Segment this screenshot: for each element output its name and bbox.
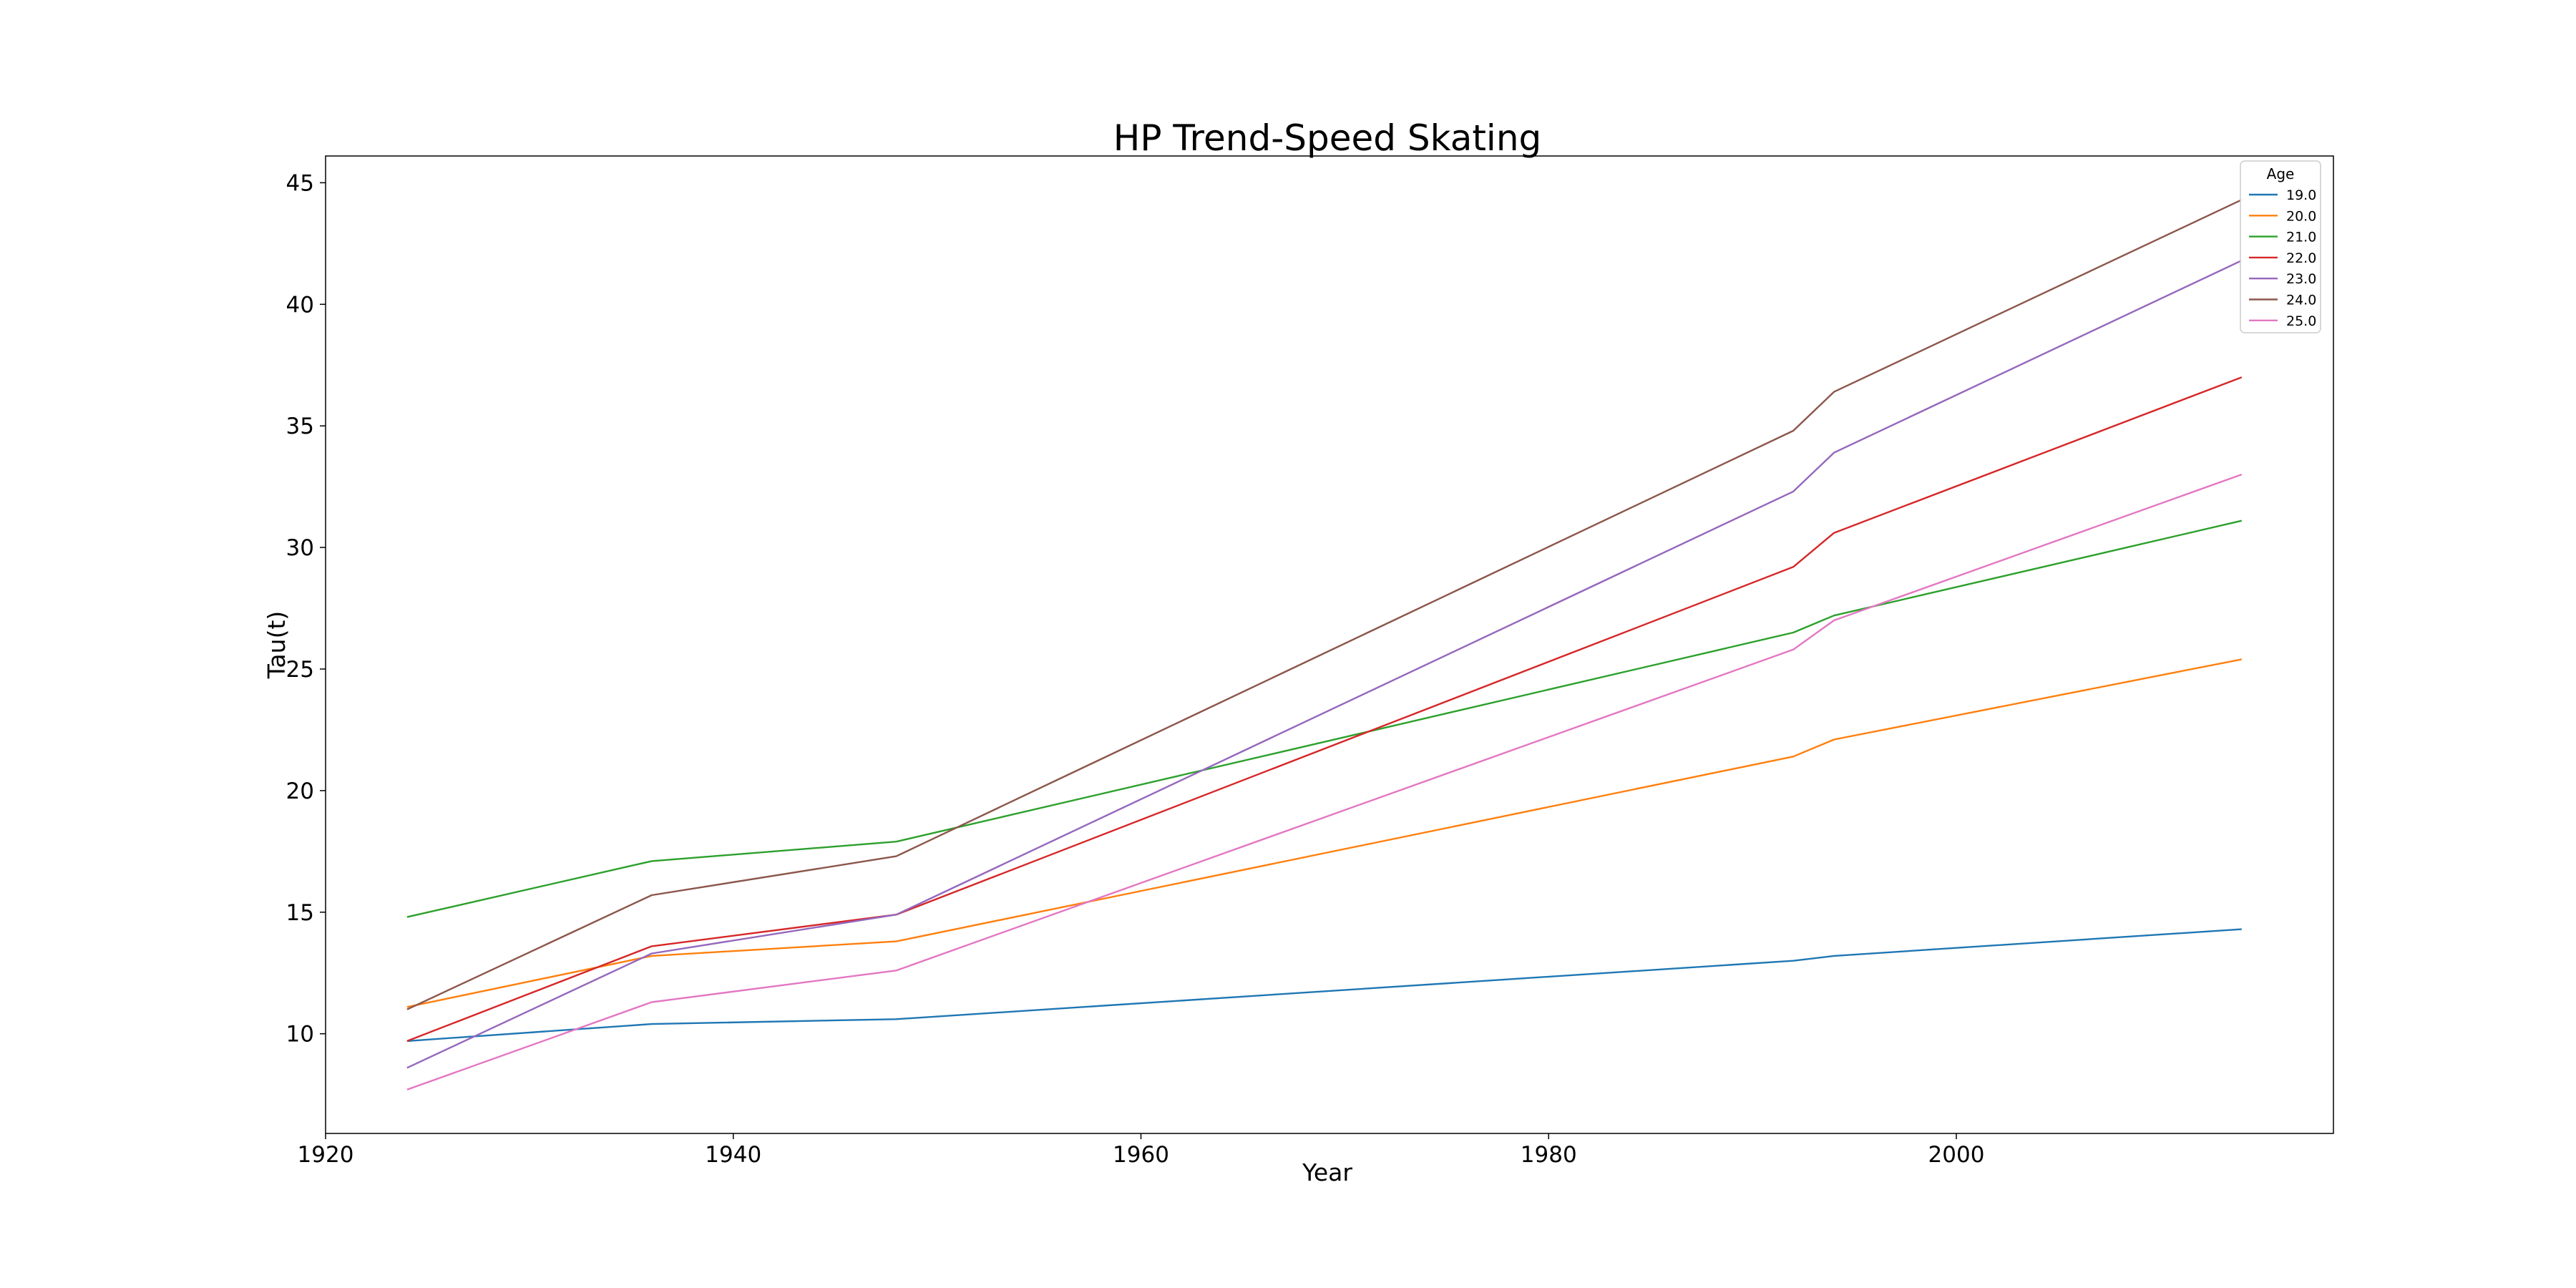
series-line-24-0 bbox=[406, 199, 2243, 1010]
legend-label: 20.0 bbox=[2286, 208, 2316, 224]
legend: Age 19.0 20.0 21.0 22.0 23.0 24.0 25.0 bbox=[2240, 160, 2321, 333]
x-axis-title: Year bbox=[1302, 1158, 1352, 1186]
series-line-25-0 bbox=[406, 473, 2243, 1091]
y-tick-label: 40 bbox=[286, 292, 314, 318]
series-line-23-0 bbox=[406, 260, 2243, 1069]
legend-label: 24.0 bbox=[2286, 293, 2316, 308]
legend-label: 21.0 bbox=[2286, 230, 2316, 245]
x-tick-label: 1960 bbox=[1113, 1142, 1169, 1168]
series-line-22-0 bbox=[406, 376, 2243, 1043]
legend-label: 23.0 bbox=[2286, 271, 2316, 287]
y-tick-label: 45 bbox=[286, 170, 314, 196]
x-tick-label: 1940 bbox=[705, 1142, 761, 1168]
series-line-20-0 bbox=[406, 658, 2243, 1008]
y-tick-label: 35 bbox=[286, 414, 314, 439]
y-tick-label: 30 bbox=[286, 535, 314, 561]
x-axis: 1920 1940 1960 1980 2000 bbox=[298, 1133, 1985, 1168]
y-axis: 10 15 20 25 30 35 40 45 bbox=[286, 170, 326, 1048]
y-tick-label: 25 bbox=[286, 657, 314, 683]
legend-label: 25.0 bbox=[2286, 313, 2316, 329]
legend-box bbox=[2240, 160, 2321, 333]
series-lines bbox=[406, 199, 2243, 1091]
legend-entries: 19.0 20.0 21.0 22.0 23.0 24.0 25.0 bbox=[2249, 187, 2316, 329]
series-line-21-0 bbox=[406, 519, 2243, 918]
legend-label: 19.0 bbox=[2286, 187, 2316, 203]
x-tick-label: 2000 bbox=[1928, 1142, 1985, 1168]
legend-title: Age bbox=[2267, 165, 2295, 182]
y-tick-label: 15 bbox=[286, 900, 314, 926]
x-tick-label: 1980 bbox=[1521, 1142, 1577, 1168]
y-axis-title: Tau(t) bbox=[263, 611, 291, 680]
series-line-19-0 bbox=[406, 928, 2242, 1043]
chart-title: HP Trend-Speed Skating bbox=[1113, 117, 1542, 159]
x-tick-label: 1920 bbox=[298, 1142, 354, 1168]
y-tick-label: 20 bbox=[286, 779, 314, 804]
y-tick-label: 10 bbox=[286, 1022, 314, 1048]
plot-area bbox=[325, 155, 2334, 1134]
legend-label: 22.0 bbox=[2286, 250, 2316, 266]
